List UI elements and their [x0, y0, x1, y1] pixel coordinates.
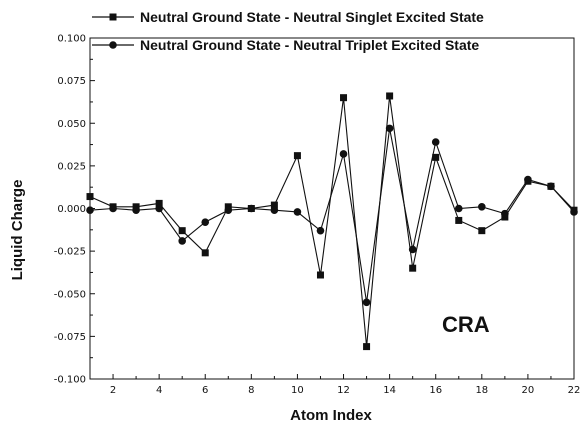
data-point-square — [201, 249, 209, 257]
x-tick-label: 16 — [429, 385, 442, 396]
y-tick-label: 0.000 — [57, 204, 86, 215]
y-tick-label: -0.100 — [54, 375, 86, 386]
data-point-circle — [478, 202, 486, 211]
data-point-square — [340, 94, 348, 102]
x-tick-label: 8 — [248, 385, 254, 396]
x-tick-label: 2 — [110, 385, 116, 396]
x-tick-label: 10 — [291, 385, 304, 396]
chart-annotation: CRA — [442, 312, 490, 337]
legend-label: Neutral Ground State - Neutral Triplet E… — [140, 37, 479, 53]
y-tick-label: 0.100 — [57, 34, 86, 45]
series-layer — [86, 92, 578, 351]
data-point-square — [155, 199, 163, 207]
data-point-circle — [501, 209, 509, 218]
series-1 — [86, 92, 578, 351]
x-tick-label: 18 — [475, 385, 488, 396]
x-tick-label: 14 — [383, 385, 396, 396]
data-point-square — [432, 153, 440, 161]
data-point-circle — [316, 226, 325, 235]
data-point-circle — [385, 124, 394, 133]
legend: Neutral Ground State - Neutral Singlet E… — [92, 9, 484, 53]
legend-marker-circle — [109, 41, 117, 49]
data-point-circle — [201, 218, 210, 226]
data-point-square — [178, 227, 186, 235]
y-tick-label: -0.050 — [54, 289, 86, 300]
x-axis-title: Atom Index — [290, 407, 372, 424]
data-point-square — [86, 193, 94, 201]
data-point-square — [316, 271, 324, 279]
data-point-square — [270, 201, 278, 209]
data-point-circle — [293, 208, 302, 216]
data-point-square — [409, 264, 417, 272]
data-point-square — [293, 152, 301, 160]
data-point-circle — [547, 182, 555, 191]
series-2 — [86, 124, 578, 307]
data-point-circle — [155, 204, 163, 213]
data-point-circle — [524, 175, 532, 184]
data-point-circle — [132, 206, 140, 215]
y-tick-label: -0.075 — [54, 332, 86, 343]
data-point-circle — [431, 138, 440, 146]
data-point-circle — [362, 298, 371, 307]
series-line — [89, 95, 575, 347]
data-point-circle — [339, 150, 348, 158]
data-point-circle — [408, 245, 417, 254]
x-tick-label: 22 — [568, 385, 581, 396]
x-tick-label: 6 — [202, 385, 208, 396]
data-point-square — [386, 92, 394, 100]
data-point-circle — [109, 204, 117, 213]
axis-ticks: -0.100 -0.075 -0.050 -0.025 0.000 0.025 0.050 0… — [54, 34, 581, 397]
legend-marker-square — [109, 13, 117, 21]
data-point-circle — [178, 237, 186, 245]
data-point-circle — [270, 206, 279, 215]
data-point-circle — [224, 206, 233, 215]
x-tick-label: 4 — [156, 385, 162, 396]
data-point-circle — [86, 206, 94, 215]
data-point-square — [455, 216, 463, 224]
data-point-square — [478, 227, 486, 235]
y-tick-label: 0.050 — [57, 119, 86, 130]
y-tick-label: 0.025 — [57, 161, 86, 172]
x-tick-label: 12 — [337, 385, 350, 396]
data-point-circle — [454, 204, 463, 213]
y-tick-label: -0.025 — [54, 247, 86, 258]
data-point-square — [363, 343, 371, 351]
y-axis-title: Liquid Charge — [9, 180, 26, 281]
data-point-circle — [570, 208, 578, 216]
data-point-circle — [247, 204, 256, 213]
legend-label: Neutral Ground State - Neutral Singlet E… — [140, 9, 484, 25]
x-tick-label: 20 — [522, 385, 535, 396]
series-line — [89, 128, 575, 303]
y-tick-label: 0.075 — [57, 76, 86, 87]
